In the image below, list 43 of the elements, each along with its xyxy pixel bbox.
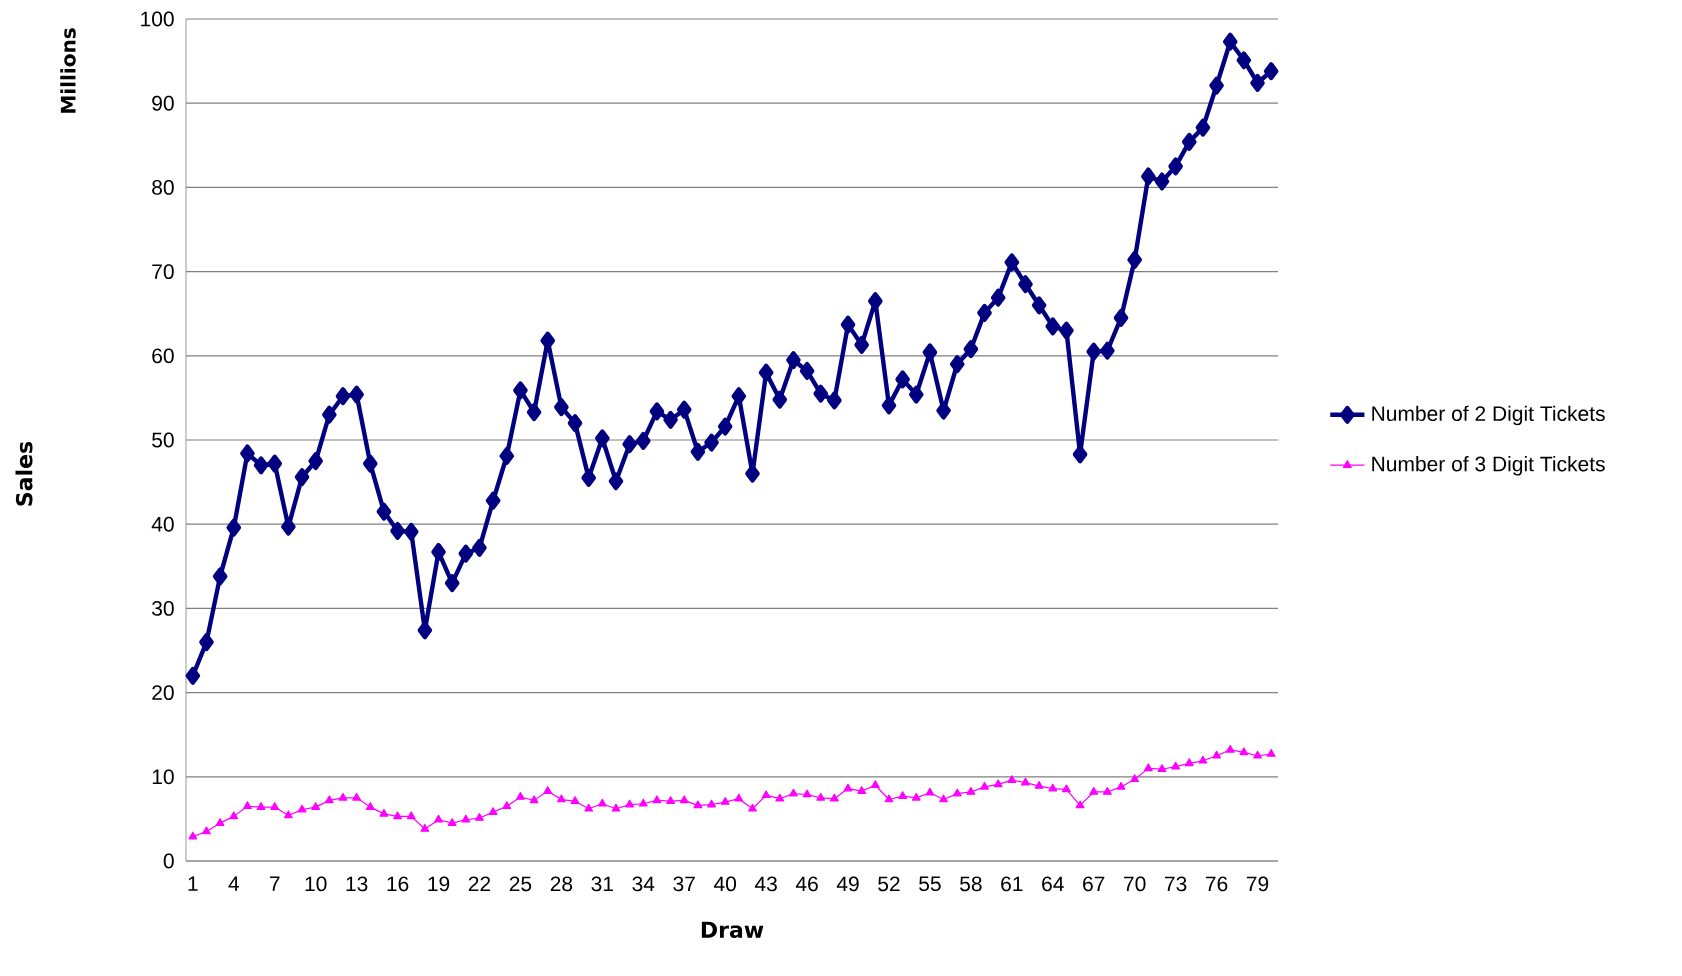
text: Millions (60, 28, 76, 113)
y-tick-label: 30 (152, 600, 174, 616)
y-tick-label: 80 (152, 179, 174, 195)
x-tick-label: 70 (1124, 876, 1146, 892)
y-tick-label: 10 (152, 769, 174, 785)
x-tick-label: 79 (1246, 876, 1269, 892)
x-tick-label: 1 (188, 876, 198, 891)
y-axis-title: Sales (15, 441, 33, 506)
legend-label: Number of 3 Digit Tickets (1372, 456, 1605, 476)
x-tick-label: 46 (795, 876, 818, 892)
x-tick-label: 10 (305, 876, 327, 892)
x-tick-label: 61 (1001, 876, 1023, 892)
x-tick-label: 58 (960, 876, 982, 892)
y-tick-label: 20 (152, 685, 174, 701)
x-tick-label: 25 (509, 876, 532, 892)
y-tick-label: 40 (151, 516, 174, 532)
x-tick-label: 55 (919, 876, 941, 892)
x-tick-label: 22 (468, 876, 491, 892)
x-tick-label: 40 (713, 876, 737, 892)
y-tick-label: 50 (152, 432, 174, 448)
x-tick-label: 37 (673, 876, 695, 892)
y-tick-label: 0 (163, 853, 174, 869)
x-tick-label: 16 (387, 876, 409, 892)
x-tick-label: 19 (428, 876, 450, 892)
x-tick-label: 43 (754, 876, 777, 892)
legend-label: Number of 2 Digit Tickets (1372, 405, 1605, 426)
x-tick-label: 7 (269, 876, 280, 891)
x-tick-label: 64 (1042, 876, 1064, 892)
x-tick-label: 49 (836, 876, 859, 892)
x-axis-title: Draw (701, 921, 764, 939)
x-tick-label: 4 (228, 876, 239, 891)
x-tick-label: 76 (1205, 876, 1228, 892)
y-tick-label: 70 (152, 264, 174, 280)
y-tick-label: 90 (152, 95, 174, 111)
y-tick-label: 60 (152, 348, 174, 364)
y-tick-label: 100 (141, 11, 174, 27)
x-tick-label: 73 (1165, 876, 1187, 892)
x-tick-label: 67 (1083, 876, 1105, 892)
x-tick-label: 31 (591, 876, 613, 892)
x-tick-label: 28 (550, 876, 573, 892)
x-tick-label: 34 (632, 876, 655, 892)
x-tick-label: 52 (878, 876, 900, 892)
x-tick-label: 13 (346, 876, 368, 892)
